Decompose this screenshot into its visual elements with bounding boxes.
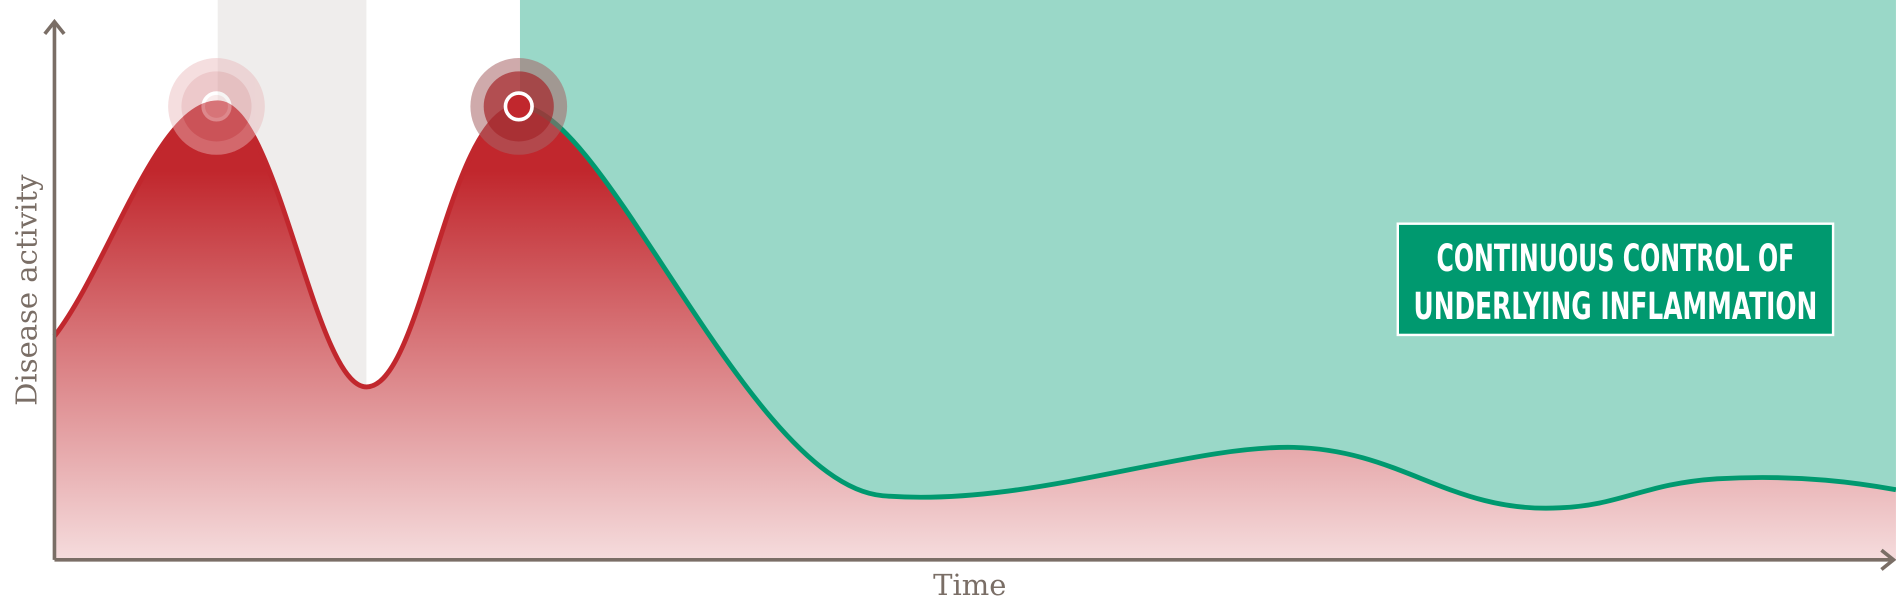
activity-curve-flare	[52, 100, 520, 390]
callout-box	[1396, 222, 1835, 337]
callout-line: UNDERLYING INFLAMMATION	[1414, 284, 1818, 328]
control-region	[519, 0, 1896, 509]
flare-marker	[168, 58, 265, 155]
axes	[43, 18, 1896, 571]
activity-area	[54, 102, 1896, 560]
x-axis-label: Time	[933, 568, 1006, 602]
activity-curve-controlled	[519, 103, 1896, 511]
flare-marker	[470, 58, 568, 155]
callout-line: CONTINUOUS CONTROL OF	[1436, 236, 1794, 280]
y-axis-label: Disease activity	[9, 174, 43, 406]
